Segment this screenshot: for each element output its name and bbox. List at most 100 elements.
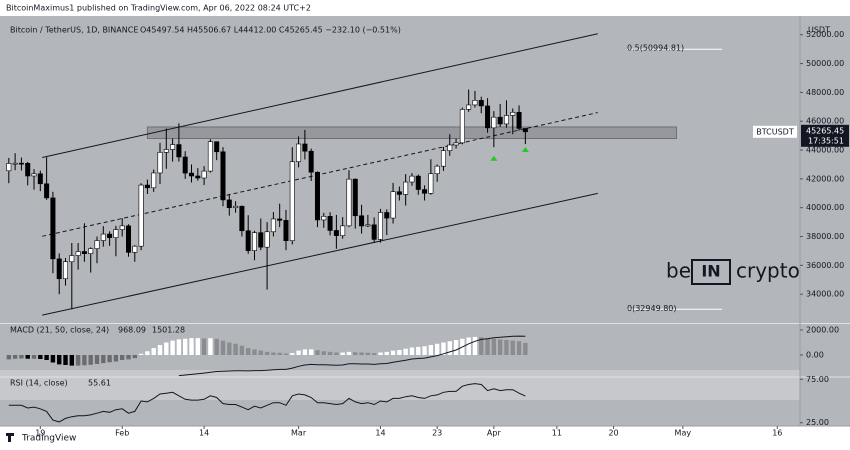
ohlc-text: O45497.54 H45506.67 L44412.00 C45265.45 … [140, 26, 401, 35]
candle-body [365, 224, 371, 227]
macd-hist-bar [371, 353, 377, 355]
y-tick-label: 34000.00 [806, 290, 844, 299]
y-tick-label: 50000.00 [806, 59, 844, 68]
price-tag-value: 45265.45 [806, 126, 844, 135]
candle-body [384, 212, 390, 219]
macd-hist-bar [157, 345, 163, 355]
candle-body [346, 178, 352, 227]
macd-hist-bar [378, 352, 383, 355]
candle-body [422, 189, 428, 194]
watermark-be: be [666, 259, 691, 283]
y-tick-label: 46000.00 [806, 117, 844, 126]
macd-hist-bar [82, 355, 87, 366]
candle-body [151, 172, 157, 189]
candle-body [264, 231, 270, 248]
candle-body [251, 232, 257, 251]
macd-hist-bar [44, 355, 49, 360]
candle-body [321, 216, 327, 221]
macd-hist-bar [245, 348, 251, 355]
candle-body [491, 116, 497, 129]
candle-body [377, 212, 383, 240]
x-tick-label: Mar [291, 429, 307, 438]
watermark-box [691, 259, 731, 285]
footer-logo [6, 433, 14, 442]
candle-body [428, 173, 434, 194]
macd-hist-bar [390, 350, 396, 355]
macd-hist-bar [504, 340, 509, 355]
macd-hist-bar [201, 338, 207, 355]
macd-hist-bar [321, 351, 326, 355]
macd-hist-bar [258, 350, 263, 355]
candle-body [522, 128, 528, 133]
macd-hist-bar [88, 355, 93, 365]
macd-hist-bar [485, 338, 490, 355]
macd-hist-bar [403, 348, 408, 355]
candle-body [459, 109, 465, 144]
rsi-value: 55.61 [88, 379, 111, 388]
currency: USDT [808, 26, 830, 35]
candle-body [119, 225, 125, 230]
candle-body [497, 116, 503, 125]
candle-body [81, 251, 87, 254]
fib-label: 0.5(50994.81) [627, 44, 684, 53]
macd-hist-bar [145, 351, 150, 355]
resistance-zone [146, 126, 678, 140]
macd-hist-bar [453, 340, 459, 355]
macd-y-tick-label: 2000.00 [806, 326, 839, 335]
symbol-tag [753, 125, 797, 138]
macd-title: MACD (21, 50, close, 24) [10, 326, 109, 335]
candle-body [176, 144, 182, 158]
candle-body [359, 215, 365, 227]
macd-hist-bar [113, 355, 119, 362]
x-tick-label: May [675, 429, 692, 438]
watermark-crypto: crypto [736, 259, 800, 283]
macd-hist-bar [434, 343, 440, 355]
candle-body [12, 162, 18, 165]
macd-hist-bar [277, 352, 282, 355]
macd-hist-bar [12, 355, 18, 359]
candle-body [258, 232, 264, 248]
macd-hist-bar [466, 337, 471, 355]
y-tick-label: 38000.00 [806, 232, 844, 241]
macd-hist-bar [479, 337, 484, 355]
candle-body [239, 205, 245, 232]
rsi-band [0, 370, 800, 400]
x-tick-label: 14 [199, 429, 209, 438]
arrow-marker [521, 147, 529, 153]
candle-body [453, 142, 459, 146]
chart-title: Bitcoin / TetherUS, 1D, BINANCE [10, 26, 138, 35]
candle-body [409, 175, 415, 183]
candle-body [314, 171, 320, 221]
candle-body [333, 230, 339, 236]
candle-body [472, 100, 478, 106]
candle-body [340, 225, 346, 236]
rsi-title: RSI (14, close) [10, 379, 68, 388]
macd-hist-bar [365, 352, 371, 355]
macd-hist-bar [409, 347, 415, 355]
x-tick-label: 14 [375, 429, 385, 438]
candle-body [107, 233, 113, 238]
candle-body [466, 104, 472, 110]
macd-hist-bar [38, 355, 43, 359]
candle-body [188, 172, 195, 177]
macd-hist-bar [384, 351, 389, 355]
candle-body [308, 150, 314, 173]
macd-hist-bar [315, 350, 320, 355]
x-tick-label: 16 [772, 429, 782, 438]
candle-body [157, 152, 163, 174]
y-tick-label: 44000.00 [806, 146, 844, 155]
candle-body [31, 173, 37, 177]
macd-hist-bar [510, 340, 515, 355]
candle-body [214, 141, 220, 153]
candle-body [207, 141, 213, 172]
candle-body [289, 161, 295, 242]
macd-hist-bar [447, 341, 452, 355]
candle-body [56, 258, 62, 280]
arrow-marker [490, 155, 498, 161]
y-tick-label: 52000.00 [806, 30, 844, 39]
candle-body [100, 233, 106, 241]
macd-hist-bar [214, 338, 219, 355]
macd-hist-bar [264, 351, 270, 355]
price-tag-countdown: 17:35:51 [808, 136, 844, 145]
